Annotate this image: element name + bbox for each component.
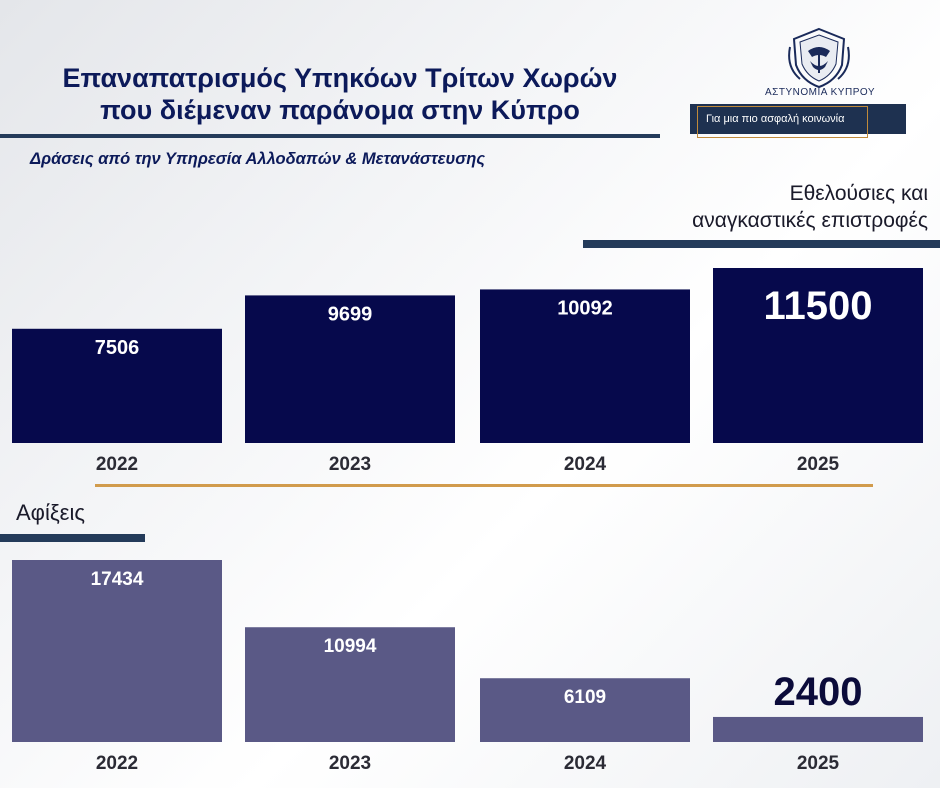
page-subtitle: Δράσεις από την Υπηρεσία Αλλοδαπών & Μετ…	[30, 150, 486, 168]
arrivals-category-label-2023: 2023	[329, 753, 371, 774]
returns-value-label-2024: 10092	[557, 297, 613, 319]
slogan-frame	[697, 106, 868, 138]
returns-bar-2023	[245, 295, 455, 443]
arrivals-bar-2024	[480, 678, 690, 742]
returns-category-label-2022: 2022	[96, 454, 138, 475]
arrivals-chart-title: Αφίξεις	[16, 500, 85, 525]
organization-name: ΑΣΤΥΝΟΜΙΑ ΚΥΠΡΟΥ	[765, 87, 875, 98]
returns-chart-title: Εθελούσιες και αναγκαστικές επιστροφές	[692, 180, 928, 234]
arrivals-category-label-2025: 2025	[797, 753, 840, 774]
returns-bar-2025	[713, 268, 923, 443]
arrivals-category-label-2022: 2022	[96, 753, 138, 774]
arrivals-value-label-2024: 6109	[564, 687, 606, 708]
arrivals-value-label-2023: 10994	[324, 636, 377, 657]
arrivals-category-label-2024: 2024	[564, 753, 607, 774]
slogan-bar	[690, 104, 906, 134]
page-title-line1: Επαναπατρισμός Υπηκόων Τρίτων Χωρών	[62, 63, 618, 93]
arrivals-value-label-2025: 2400	[774, 670, 863, 714]
returns-category-label-2025: 2025	[797, 454, 840, 475]
arrivals-bar-2025	[713, 716, 923, 742]
returns-value-label-2022: 7506	[95, 337, 140, 359]
returns-bar-2024	[480, 289, 690, 443]
page-title: Επαναπατρισμός Υπηκόων Τρίτων Χωρών που …	[30, 62, 650, 126]
arrivals-value-label-2022: 17434	[91, 569, 144, 590]
returns-value-label-2025: 11500	[763, 284, 872, 328]
arrivals-bar-2022	[12, 560, 222, 742]
returns-heading-rule	[583, 240, 940, 248]
returns-chart-title-line1: Εθελούσιες και	[789, 182, 928, 205]
returns-value-label-2023: 9699	[328, 303, 373, 325]
page-title-line2: που διέμεναν παράνομα στην Κύπρο	[100, 95, 580, 125]
returns-bar-2022	[12, 328, 222, 443]
returns-chart-title-line2: αναγκαστικές επιστροφές	[692, 209, 928, 232]
returns-category-label-2023: 2023	[329, 454, 371, 475]
title-divider	[0, 134, 660, 138]
section-divider	[95, 484, 873, 487]
returns-category-label-2024: 2024	[564, 454, 607, 475]
arrivals-bar-2023	[245, 627, 455, 742]
police-crest-icon	[788, 27, 850, 89]
slogan-text: Για μια πιο ασφαλή κοινωνία	[706, 113, 845, 125]
arrivals-heading-rule	[0, 534, 145, 542]
